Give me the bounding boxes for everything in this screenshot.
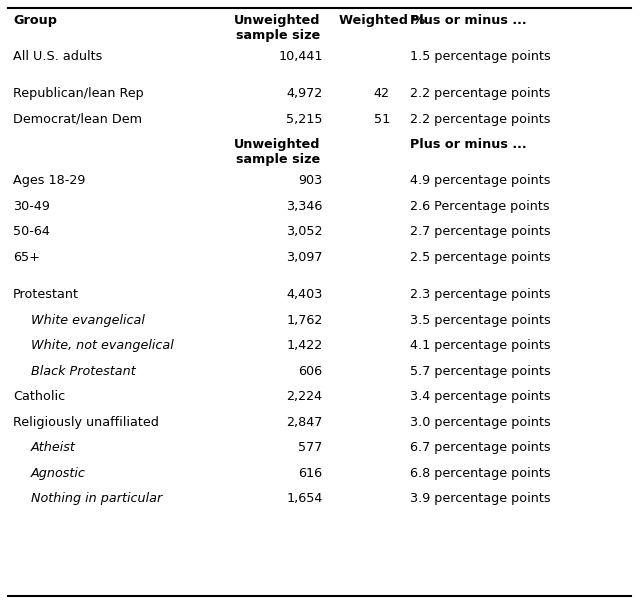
Text: Black Protestant: Black Protestant — [31, 365, 135, 378]
Text: Unweighted
sample size: Unweighted sample size — [234, 14, 321, 42]
Text: 6.8 percentage points: 6.8 percentage points — [410, 467, 550, 480]
Text: 2,224: 2,224 — [286, 391, 323, 403]
Text: Ages 18-29: Ages 18-29 — [13, 175, 86, 187]
Text: Plus or minus ...: Plus or minus ... — [410, 138, 527, 152]
Text: 5,215: 5,215 — [286, 113, 323, 126]
Text: Unweighted
sample size: Unweighted sample size — [234, 138, 321, 167]
Text: 4.9 percentage points: 4.9 percentage points — [410, 175, 550, 187]
Text: 51: 51 — [374, 113, 390, 126]
Text: 3.5 percentage points: 3.5 percentage points — [410, 314, 551, 327]
Text: Catholic: Catholic — [13, 391, 65, 403]
Text: All U.S. adults: All U.S. adults — [13, 50, 102, 63]
Text: 2.6 Percentage points: 2.6 Percentage points — [410, 200, 550, 213]
Text: 1,654: 1,654 — [286, 492, 323, 506]
Text: Atheist: Atheist — [31, 442, 76, 454]
Text: 30-49: 30-49 — [13, 200, 50, 213]
Text: 2.2 percentage points: 2.2 percentage points — [410, 113, 550, 126]
Text: 2.7 percentage points: 2.7 percentage points — [410, 225, 550, 239]
Text: Agnostic: Agnostic — [31, 467, 86, 480]
Text: 50-64: 50-64 — [13, 225, 50, 239]
Text: White, not evangelical: White, not evangelical — [31, 339, 174, 353]
Text: 3,097: 3,097 — [286, 251, 323, 264]
Text: Republican/lean Rep: Republican/lean Rep — [13, 88, 144, 100]
Text: Weighted %: Weighted % — [339, 14, 425, 27]
Text: 4,972: 4,972 — [286, 88, 323, 100]
Text: White evangelical: White evangelical — [31, 314, 145, 327]
Text: 3,052: 3,052 — [286, 225, 323, 239]
Text: 1,422: 1,422 — [286, 339, 323, 353]
Text: 903: 903 — [298, 175, 323, 187]
Text: 606: 606 — [298, 365, 323, 378]
Text: 2.5 percentage points: 2.5 percentage points — [410, 251, 550, 264]
Text: 577: 577 — [298, 442, 323, 454]
Text: Group: Group — [13, 14, 57, 27]
Text: Protestant: Protestant — [13, 289, 79, 301]
Text: 1.5 percentage points: 1.5 percentage points — [410, 50, 551, 63]
Text: 1,762: 1,762 — [286, 314, 323, 327]
Text: 65+: 65+ — [13, 251, 40, 264]
Text: 5.7 percentage points: 5.7 percentage points — [410, 365, 551, 378]
Text: 2.3 percentage points: 2.3 percentage points — [410, 289, 550, 301]
Text: 6.7 percentage points: 6.7 percentage points — [410, 442, 550, 454]
Text: Religiously unaffiliated: Religiously unaffiliated — [13, 416, 159, 429]
Text: 2.2 percentage points: 2.2 percentage points — [410, 88, 550, 100]
Text: 616: 616 — [298, 467, 323, 480]
Text: 4,403: 4,403 — [286, 289, 323, 301]
Text: 10,441: 10,441 — [278, 50, 323, 63]
Text: 4.1 percentage points: 4.1 percentage points — [410, 339, 550, 353]
Text: Plus or minus ...: Plus or minus ... — [410, 14, 527, 27]
Text: 2,847: 2,847 — [286, 416, 323, 429]
Text: 3.0 percentage points: 3.0 percentage points — [410, 416, 551, 429]
Text: 3,346: 3,346 — [286, 200, 323, 213]
Text: 3.4 percentage points: 3.4 percentage points — [410, 391, 550, 403]
Text: Nothing in particular: Nothing in particular — [31, 492, 162, 506]
Text: 3.9 percentage points: 3.9 percentage points — [410, 492, 550, 506]
Text: 42: 42 — [374, 88, 390, 100]
Text: Democrat/lean Dem: Democrat/lean Dem — [13, 113, 142, 126]
